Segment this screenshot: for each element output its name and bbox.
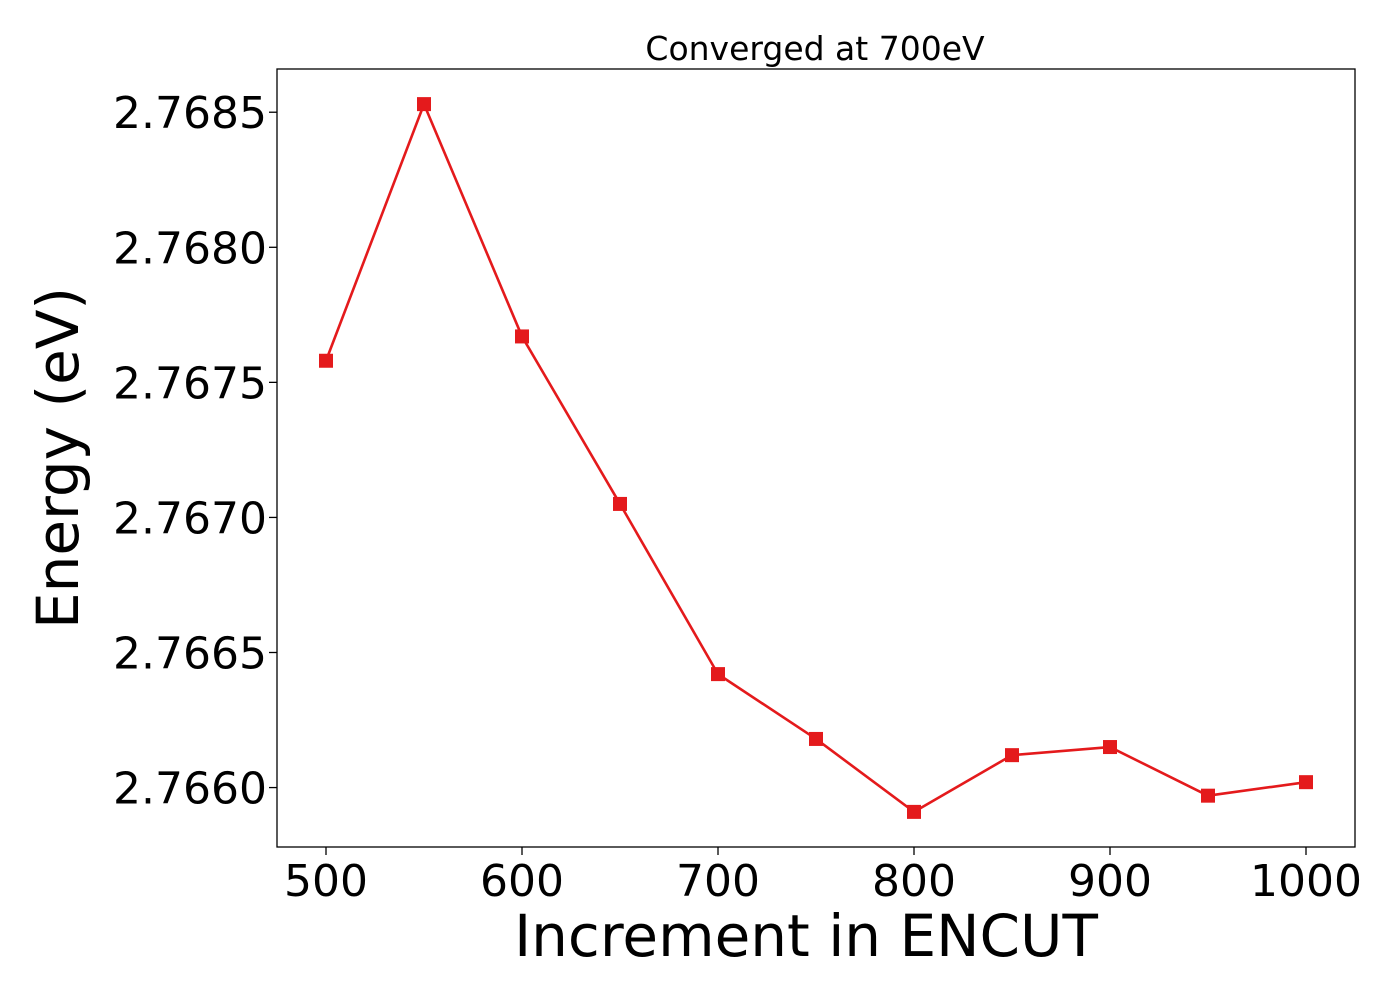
y-tick-label: 2.7675 [113, 358, 267, 409]
data-point [907, 804, 921, 819]
y-tick-label: 2.7660 [113, 764, 267, 815]
x-axis-label: Increment in ENCUT [514, 902, 1098, 970]
data-point [1005, 748, 1019, 763]
x-tick-label: 800 [872, 856, 956, 907]
x-tick-label: 500 [284, 856, 368, 907]
x-tick-label: 900 [1068, 856, 1152, 907]
plot-frame [276, 68, 1356, 848]
y-axis-label: Energy (eV) [24, 287, 92, 629]
data-point [417, 97, 431, 112]
y-tick-label: 2.7685 [113, 88, 267, 139]
data-point [515, 329, 529, 344]
x-axis: 500 600 700 800 900 1000 [284, 847, 1362, 907]
data-point [319, 353, 333, 368]
plot-series [319, 97, 1313, 819]
y-tick-label: 2.7665 [113, 629, 267, 680]
x-tick-label: 1000 [1250, 856, 1362, 907]
series-line [324, 102, 1307, 814]
y-tick-label: 2.7680 [113, 223, 267, 274]
x-tick-label: 700 [676, 856, 760, 907]
data-point [1103, 740, 1117, 755]
x-tick-label: 600 [480, 856, 564, 907]
data-point [613, 496, 627, 511]
data-point [1299, 775, 1313, 790]
data-point [809, 731, 823, 746]
data-point [711, 667, 725, 682]
data-point [1201, 788, 1215, 803]
y-tick-label: 2.7670 [113, 493, 267, 544]
y-axis: 2.7660 2.7665 2.7670 2.7675 2.7680 2.7685 [113, 88, 277, 815]
chart-title: Converged at 700eV [645, 29, 985, 68]
